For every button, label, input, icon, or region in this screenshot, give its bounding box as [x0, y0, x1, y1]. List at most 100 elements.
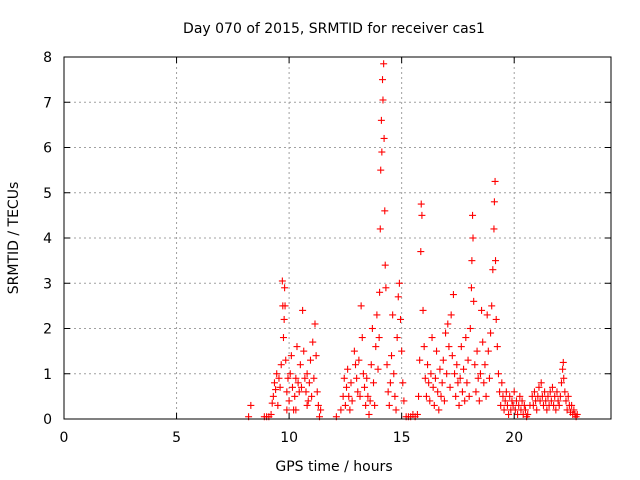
- y-tick-labels: 0 1 2 3 4 5 6 7 8: [43, 50, 52, 428]
- data-point: [431, 374, 439, 382]
- data-point: [399, 379, 407, 387]
- data-point: [382, 284, 390, 292]
- data-point: [380, 60, 388, 68]
- data-point: [440, 397, 448, 405]
- data-point: [291, 392, 299, 400]
- data-point: [371, 401, 379, 409]
- data-point: [510, 388, 518, 396]
- data-point: [277, 361, 285, 369]
- data-point: [269, 392, 277, 400]
- data-point: [468, 257, 476, 265]
- data-point: [462, 334, 470, 342]
- data-point: [535, 383, 543, 391]
- data-point: [427, 370, 435, 378]
- data-point: [282, 356, 290, 364]
- data-point: [400, 397, 408, 405]
- data-point: [472, 388, 480, 396]
- data-point: [552, 406, 560, 414]
- data-point: [379, 76, 387, 84]
- data-point: [281, 284, 289, 292]
- data-point: [416, 356, 424, 364]
- y-tick-label: 2: [43, 322, 52, 338]
- data-point: [374, 365, 382, 373]
- y-tick-label: 7: [43, 95, 52, 111]
- data-point: [557, 379, 565, 387]
- data-point: [434, 388, 442, 396]
- data-point: [442, 329, 450, 337]
- data-point: [430, 401, 438, 409]
- data-point: [426, 397, 434, 405]
- data-point: [380, 134, 388, 142]
- data-point: [463, 379, 471, 387]
- y-tick-label: 3: [43, 276, 52, 292]
- data-point: [445, 343, 453, 351]
- data-point: [293, 343, 301, 351]
- data-point: [457, 343, 465, 351]
- x-tick-label: 15: [393, 430, 411, 446]
- data-point: [397, 315, 405, 323]
- data-point: [547, 397, 555, 405]
- data-point: [487, 329, 495, 337]
- data-point: [425, 379, 433, 387]
- data-point: [306, 356, 314, 364]
- data-point: [568, 401, 576, 409]
- data-point: [469, 211, 477, 219]
- data-point: [361, 383, 369, 391]
- data-point: [378, 148, 386, 156]
- data-point: [429, 383, 437, 391]
- data-point: [483, 311, 491, 319]
- data-point: [485, 374, 493, 382]
- data-point: [345, 392, 353, 400]
- data-point: [433, 347, 441, 355]
- data-point: [435, 406, 443, 414]
- data-point: [346, 406, 354, 414]
- data-point: [439, 356, 447, 364]
- data-point: [384, 388, 392, 396]
- data-point: [554, 397, 562, 405]
- data-point: [506, 392, 514, 400]
- data-point: [373, 311, 381, 319]
- data-point: [556, 392, 564, 400]
- data-point: [461, 397, 469, 405]
- data-point: [275, 374, 283, 382]
- data-point: [418, 211, 426, 219]
- data-point: [279, 334, 287, 342]
- data-point: [398, 347, 406, 355]
- data-point: [537, 379, 545, 387]
- data-point: [469, 234, 477, 242]
- data-point: [533, 406, 541, 414]
- data-point: [454, 379, 462, 387]
- x-axis-label: GPS time / hours: [275, 459, 392, 475]
- data-point: [530, 388, 538, 396]
- data-point: [474, 374, 482, 382]
- data-point: [296, 361, 304, 369]
- data-point: [493, 343, 501, 351]
- data-point: [524, 410, 532, 418]
- data-point: [413, 410, 421, 418]
- data-point: [288, 383, 296, 391]
- data-point: [564, 392, 572, 400]
- data-point: [428, 334, 436, 342]
- data-point: [310, 374, 318, 382]
- data-point: [505, 410, 513, 418]
- data-point: [492, 315, 500, 323]
- data-point: [464, 356, 472, 364]
- data-point: [546, 388, 554, 396]
- y-axis-label: SRMTID / TECUs: [6, 182, 22, 295]
- data-point: [376, 225, 384, 233]
- data-point: [548, 383, 556, 391]
- data-points: [245, 60, 581, 421]
- data-point: [383, 361, 391, 369]
- data-point: [299, 306, 307, 314]
- data-point: [287, 352, 295, 360]
- data-point: [354, 388, 362, 396]
- data-point: [267, 410, 275, 418]
- data-point: [521, 406, 529, 414]
- data-point: [355, 356, 363, 364]
- data-point: [283, 388, 291, 396]
- data-point: [490, 225, 498, 233]
- data-point: [496, 388, 504, 396]
- data-point: [317, 406, 325, 414]
